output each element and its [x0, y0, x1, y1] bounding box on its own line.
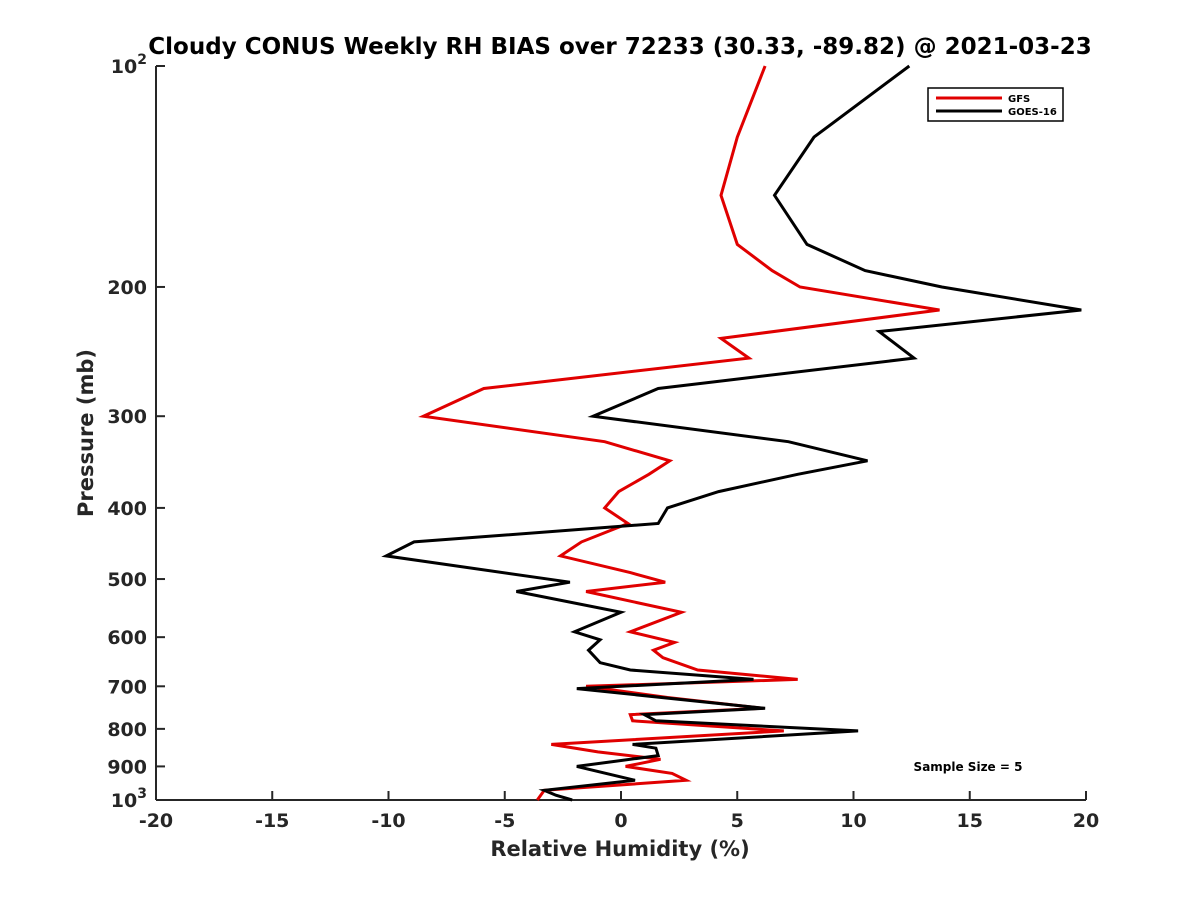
x-tick-label: -10 — [371, 810, 405, 832]
y-tick-label: 102 — [111, 52, 147, 78]
y-tick-label: 200 — [107, 277, 147, 299]
x-tick-label: 0 — [614, 810, 627, 832]
y-tick-label: 800 — [107, 719, 147, 741]
x-tick-label: -5 — [494, 810, 515, 832]
series-line-goes-16 — [381, 64, 1082, 802]
y-tick-label: 700 — [107, 676, 147, 698]
series-line-gfs — [418, 65, 940, 801]
legend-label-goes-16: GOES-16 — [1008, 107, 1057, 118]
legend-box — [927, 87, 1064, 122]
y-tick-label: 103 — [111, 786, 147, 812]
y-tick-label: 400 — [107, 498, 147, 520]
y-axis-label: Pressure (mb) — [74, 349, 98, 517]
y-tick-label: 500 — [107, 569, 147, 591]
chart-title: Cloudy CONUS Weekly RH BIAS over 72233 (… — [148, 34, 1091, 60]
x-tick-label: 15 — [957, 810, 983, 832]
x-axis-label: Relative Humidity (%) — [490, 837, 749, 861]
x-tick-label: 10 — [840, 810, 866, 832]
x-tick-label: 5 — [731, 810, 744, 832]
sample-size-note: Sample Size = 5 — [914, 760, 1023, 774]
plot-area: -20 -15 -10 -5 0 5 10 15 20 102 200 300 400 500 600 700… — [107, 52, 1099, 832]
legend-label-gfs: GFS — [1008, 94, 1030, 105]
y-tick-label: 600 — [107, 627, 147, 649]
y-tick-label: 900 — [107, 756, 147, 778]
x-tick-label: 20 — [1073, 810, 1099, 832]
x-tick-label: -15 — [255, 810, 289, 832]
legend: GFS GOES-16 — [927, 87, 1064, 122]
y-tick-label: 300 — [107, 406, 147, 428]
x-tick-label: -20 — [139, 810, 173, 832]
